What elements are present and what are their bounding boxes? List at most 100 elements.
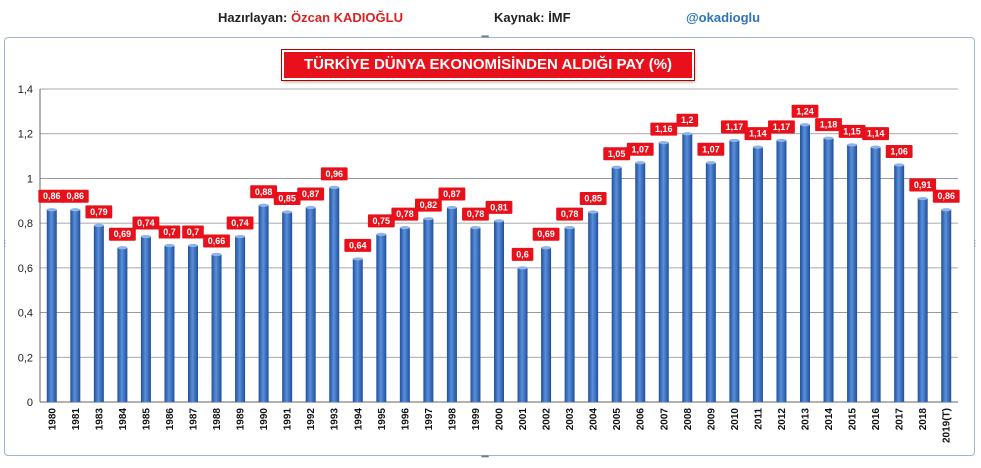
bar-cap: [46, 208, 57, 212]
data-label-text: 0,87: [302, 189, 320, 199]
data-label-box: [273, 191, 301, 205]
data-label-text: 0,87: [443, 189, 461, 199]
x-tick-label: 2012: [777, 408, 788, 431]
bar-body: [870, 147, 881, 402]
bar-body: [823, 138, 834, 402]
x-tick-label: 1983: [94, 408, 105, 431]
bar-cap: [282, 210, 293, 214]
data-label-box: [367, 214, 395, 228]
bar-cap: [752, 145, 763, 149]
data-label: 0,66: [203, 234, 230, 248]
data-labels: 0,86 0,86 0,79 0,69 0,74 0,7 0,7 0,66 0,74 0,88 0,…: [38, 104, 960, 261]
bar-body: [894, 165, 905, 402]
author-label: Hazırlayan:: [218, 10, 288, 25]
bar-cap: [117, 246, 128, 250]
data-label: 0,75: [367, 214, 395, 228]
bar-body: [46, 209, 57, 402]
x-tick-label: 1989: [236, 408, 247, 431]
social-handle[interactable]: @okadioglu: [686, 10, 761, 25]
x-tick-label: 1993: [330, 408, 341, 431]
data-label-text: 0,86: [43, 191, 61, 201]
resize-handle-right-icon[interactable]: ⋮: [971, 239, 979, 248]
data-label: 1,06: [885, 145, 913, 159]
bar: [611, 165, 622, 402]
data-label: 0,86: [38, 189, 66, 203]
bar: [70, 208, 81, 402]
bar-body: [188, 245, 198, 402]
x-tick-label: 1994: [353, 408, 364, 431]
data-label: 0,79: [85, 205, 113, 219]
bar-body: [800, 124, 810, 403]
bar-cap: [941, 208, 952, 212]
x-tick-label: 2006: [636, 408, 647, 431]
bar-body: [517, 267, 528, 402]
x-tick-label: 1992: [306, 408, 317, 431]
data-label-box: [226, 216, 254, 230]
bar-body: [658, 142, 669, 402]
data-label: 0,7: [158, 225, 181, 239]
data-label-text: 1,17: [773, 122, 791, 132]
bar-body: [164, 245, 175, 402]
bar-cap: [423, 217, 434, 221]
bar: [658, 141, 669, 402]
bar-cap: [894, 163, 905, 167]
data-label-text: 0,7: [187, 227, 200, 237]
data-label-text: 1,14: [867, 129, 885, 139]
x-tick-label: 1988: [212, 408, 223, 431]
data-label: 0,96: [320, 167, 348, 181]
bar-body: [352, 258, 363, 402]
x-tick-label: 2015: [848, 408, 859, 431]
data-label-text: 0,82: [420, 200, 438, 210]
x-tick-label: 1999: [471, 408, 482, 431]
resize-handle-left-icon[interactable]: ⋮: [1, 239, 9, 248]
bar: [541, 246, 552, 402]
bar-cap: [164, 243, 175, 248]
bar: [941, 208, 952, 402]
bar: [399, 226, 410, 402]
data-label-text: 0,85: [584, 193, 602, 203]
resize-handle-bottom-icon[interactable]: ••••: [481, 452, 489, 461]
bar-body: [399, 227, 410, 402]
data-label-text: 0,69: [114, 229, 132, 239]
data-label-text: 0,78: [561, 209, 579, 219]
bar-body: [305, 207, 316, 402]
data-label-box: [720, 120, 748, 134]
data-label-text: 1,2: [681, 115, 694, 125]
bar-cap: [917, 196, 928, 201]
bar-cap: [682, 132, 693, 136]
x-tick-label: 2007: [659, 408, 670, 431]
bar-cap: [635, 161, 646, 165]
data-label: 0,87: [438, 187, 466, 201]
bar: [823, 136, 834, 402]
bar: [564, 226, 575, 402]
x-tick-label: 1997: [424, 408, 435, 431]
data-label: 1,17: [768, 120, 795, 134]
x-tick-label: 2016: [871, 408, 882, 431]
data-label-text: 1,05: [608, 149, 626, 159]
x-tick-label: 1987: [189, 408, 200, 431]
bar: [305, 205, 316, 402]
data-label: 0,69: [532, 227, 560, 241]
bar-body: [729, 140, 740, 402]
x-tick-label: 1984: [118, 408, 129, 431]
resize-handle-top-icon[interactable]: ••••: [481, 32, 489, 41]
data-label-box: [697, 142, 725, 156]
source-credit: Kaynak: İMF: [494, 10, 571, 25]
bar: [235, 234, 246, 402]
data-label: 0,69: [108, 227, 136, 241]
data-label: 1,07: [697, 142, 725, 156]
x-tick-label: 2014: [824, 408, 835, 431]
bar-body: [423, 218, 434, 402]
data-label: 1,15: [838, 124, 866, 138]
data-label: 1,05: [603, 147, 631, 161]
data-label-text: 0,6: [516, 249, 529, 259]
data-label-text: 0,86: [937, 191, 955, 201]
data-label-box: [203, 234, 230, 248]
bar: [705, 161, 716, 402]
x-tick-label: 1996: [400, 408, 411, 431]
bar: [282, 210, 293, 402]
data-label-box: [344, 238, 372, 252]
data-label-box: [626, 142, 654, 156]
bar: [211, 252, 222, 402]
bar-cap: [211, 252, 222, 257]
